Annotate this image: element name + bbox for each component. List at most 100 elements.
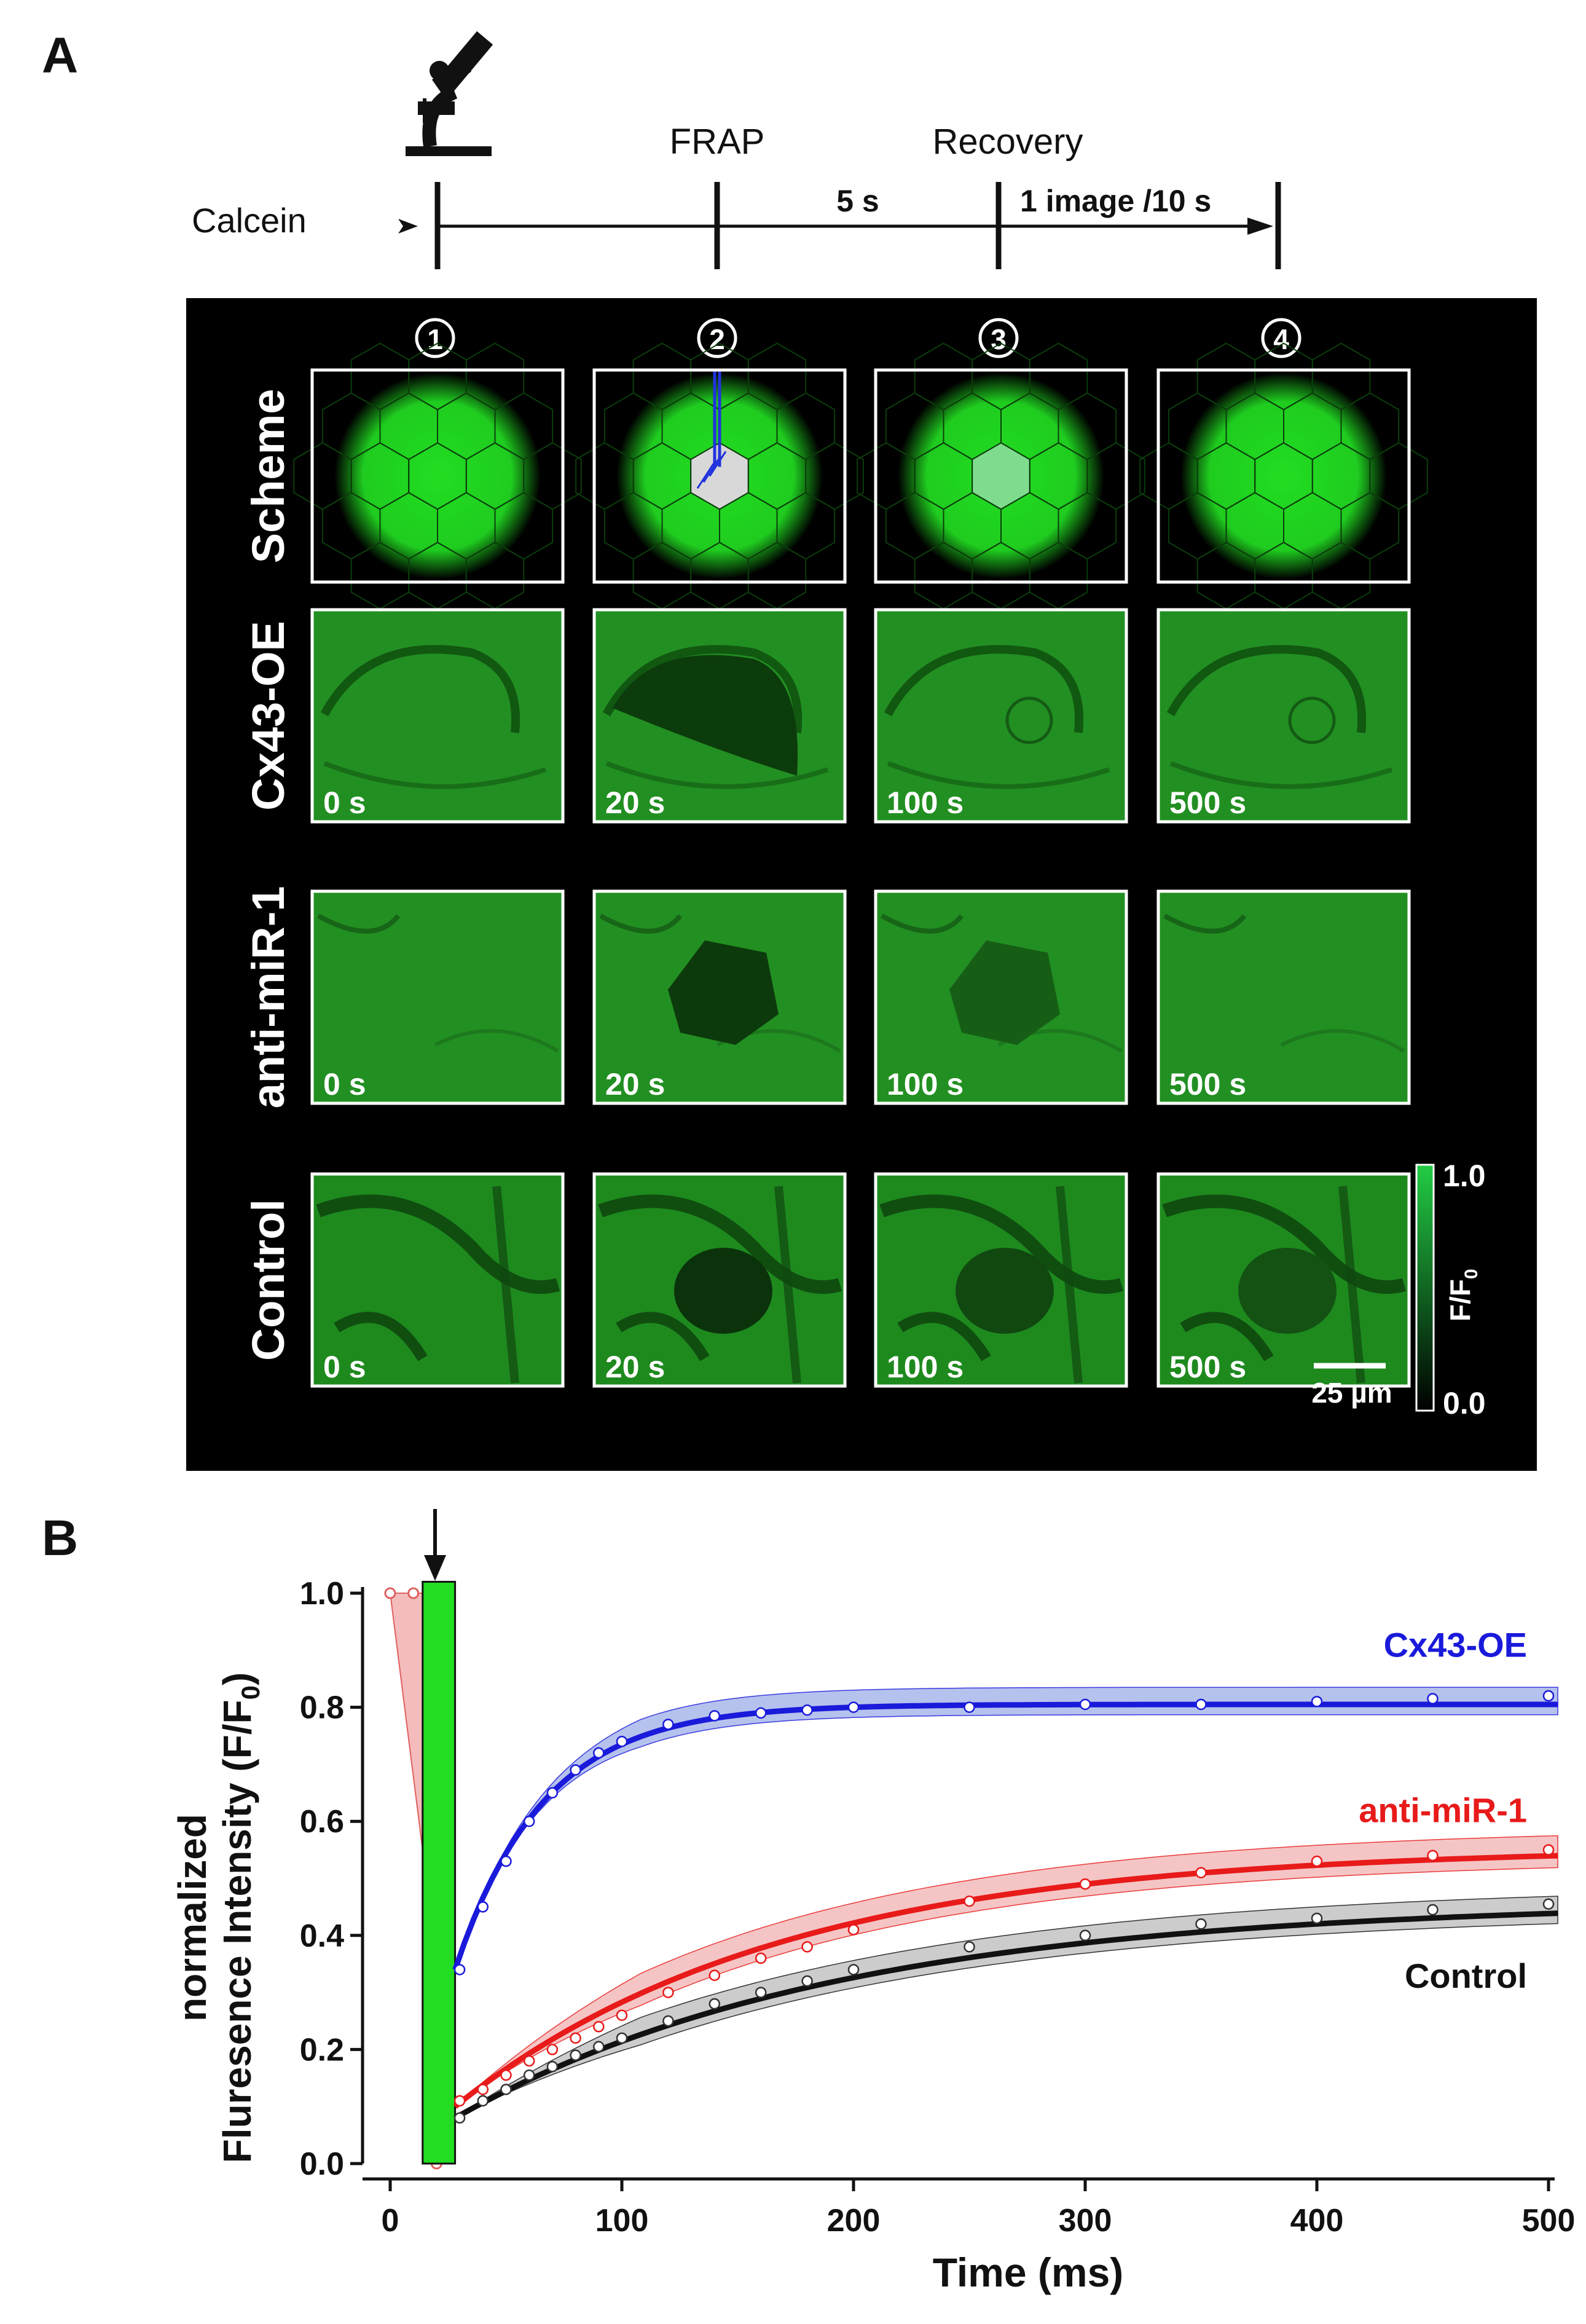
y-axis-label-line2: Fluresence Intensity (F/F0) (215, 1672, 265, 2164)
x-axis-label: Time (ms) (933, 2250, 1124, 2295)
point-2-12 (847, 1964, 860, 1975)
frap-arrow-icon (424, 1509, 446, 1581)
tile-r3-c1: 20 s (592, 1172, 847, 1388)
x-tick-label-2: 200 (827, 2203, 881, 2239)
point-2-2 (500, 2084, 512, 2095)
tile-r1-c1: 20 s (592, 608, 847, 824)
point-1-4 (546, 2044, 559, 2055)
point-0-0 (453, 1964, 466, 1975)
tile-r3-c2: 100 s (874, 1172, 1128, 1388)
point-2-7 (616, 2032, 628, 2044)
point-0-4 (546, 1787, 559, 1799)
time-label-r2-c1: 20 s (605, 1067, 665, 1101)
prebleach-point-0 (384, 1587, 396, 1599)
row-labels: Scheme Cx43-OE anti-miR-1 Control (243, 389, 294, 1361)
point-2-5 (570, 2049, 581, 2061)
point-2-11 (801, 1975, 813, 1987)
colorbar-label-sub: 0 (1461, 1269, 1482, 1279)
time-label-r3-c1: 20 s (605, 1350, 665, 1384)
timeline: Calcein FRAP Recovery 5 s 1 image /10 s (192, 122, 1281, 269)
fit-line-0 (452, 1701, 1558, 1971)
x-tick-label-3: 300 (1059, 2203, 1112, 2239)
time-label-r1-c3: 500 s (1169, 786, 1246, 820)
point-1-14 (1079, 1878, 1091, 1890)
interval-label: 5 s (836, 184, 879, 218)
y-tick-label-4: 0.8 (300, 1690, 344, 1726)
point-2-18 (1542, 1898, 1555, 1910)
y-axis-label-close: ) (215, 1672, 259, 1685)
point-1-12 (847, 1924, 860, 1936)
fit-line-2 (453, 1910, 1558, 2121)
y-tick-label-0: 0.0 (300, 2146, 344, 2182)
point-0-14 (1079, 1698, 1091, 1711)
frap-bar (422, 1580, 457, 2165)
time-label-r1-c1: 20 s (605, 786, 665, 820)
tile-r0-c3 (1139, 342, 1428, 610)
y-axis-label-line1: normalized (170, 1814, 214, 2022)
point-0-2 (500, 1855, 512, 1867)
point-2-0 (453, 2112, 466, 2124)
point-2-17 (1427, 1904, 1439, 1916)
point-1-16 (1311, 1855, 1323, 1867)
point-2-4 (546, 2060, 559, 2073)
point-2-14 (1079, 1929, 1091, 1942)
tile-r2-c1: 20 s (592, 889, 847, 1105)
point-1-10 (755, 1952, 767, 1964)
point-1-0 (453, 2095, 466, 2107)
row-label-0: Scheme (243, 389, 294, 564)
tile-r2-c2: 100 s (874, 889, 1128, 1105)
step-number-3: 3 (991, 323, 1007, 355)
point-1-13 (964, 1895, 975, 1907)
point-2-1 (477, 2095, 489, 2107)
point-2-9 (709, 1998, 721, 2010)
tile-r0-c1 (575, 342, 864, 610)
tile-r3-c3: 500 s (1156, 1172, 1411, 1388)
point-2-13 (964, 1941, 975, 1953)
tile-r1-c2: 100 s (874, 608, 1128, 824)
y-tick-label-5: 1.0 (300, 1576, 344, 1612)
tile-r1-c3: 500 s (1156, 608, 1411, 824)
point-2-16 (1311, 1912, 1323, 1924)
point-1-8 (662, 1987, 674, 1998)
band-1 (455, 1835, 1558, 2107)
point-1-3 (523, 2055, 535, 2067)
row-label-2: anti-miR-1 (243, 886, 294, 1109)
tile-r3-c0: 0 s (310, 1172, 565, 1388)
time-label-r2-c3: 500 s (1169, 1067, 1246, 1101)
step-number-2: 2 (709, 323, 725, 355)
row-label-3: Control (243, 1199, 294, 1361)
point-0-10 (755, 1707, 767, 1719)
colorbar-min: 0.0 (1443, 1386, 1486, 1420)
image-tiles: 0 s 20 s 100 s 500 s 0 s 20 s 100 s 500 s 0 s 20 … (293, 342, 1428, 1388)
chart-axes: 0.0 0.2 0.4 0.6 0.8 1.0 0 100 200 300 400 500 (300, 1576, 1576, 2239)
point-0-18 (1542, 1690, 1555, 1702)
series-label-1: anti-miR-1 (1359, 1791, 1527, 1830)
x-tick-label-0: 0 (382, 2203, 399, 2239)
point-2-6 (593, 2041, 605, 2053)
time-label-r2-c2: 100 s (887, 1067, 964, 1101)
fit-line-1 (453, 1853, 1558, 2109)
point-2-8 (662, 2015, 674, 2027)
scalebar-label: 25 µm (1311, 1377, 1392, 1409)
recovery-label: Recovery (933, 122, 1083, 162)
band-0 (454, 1687, 1558, 1970)
time-label-r3-c3: 500 s (1169, 1350, 1246, 1384)
time-label-r3-c0: 0 s (323, 1350, 366, 1384)
panel-b-label: B (42, 1510, 78, 1566)
tile-r0-c2 (857, 342, 1145, 610)
y-tick-label-3: 0.6 (300, 1804, 344, 1840)
prebleach-point-1 (407, 1587, 420, 1599)
point-0-6 (593, 1747, 605, 1759)
y-tick-label-1: 0.2 (300, 2032, 344, 2068)
tile-r1-c0: 0 s (310, 608, 565, 824)
point-2-3 (523, 2069, 535, 2081)
point-0-8 (662, 1719, 674, 1730)
step-number-1: 1 (427, 323, 443, 355)
tile-r2-c3: 500 s (1156, 889, 1411, 1105)
point-1-7 (616, 2009, 628, 2021)
time-label-r3-c2: 100 s (887, 1350, 964, 1384)
point-1-5 (570, 2032, 581, 2044)
scalebar: 25 µm (1311, 1363, 1392, 1409)
microscope-icon (406, 31, 493, 156)
